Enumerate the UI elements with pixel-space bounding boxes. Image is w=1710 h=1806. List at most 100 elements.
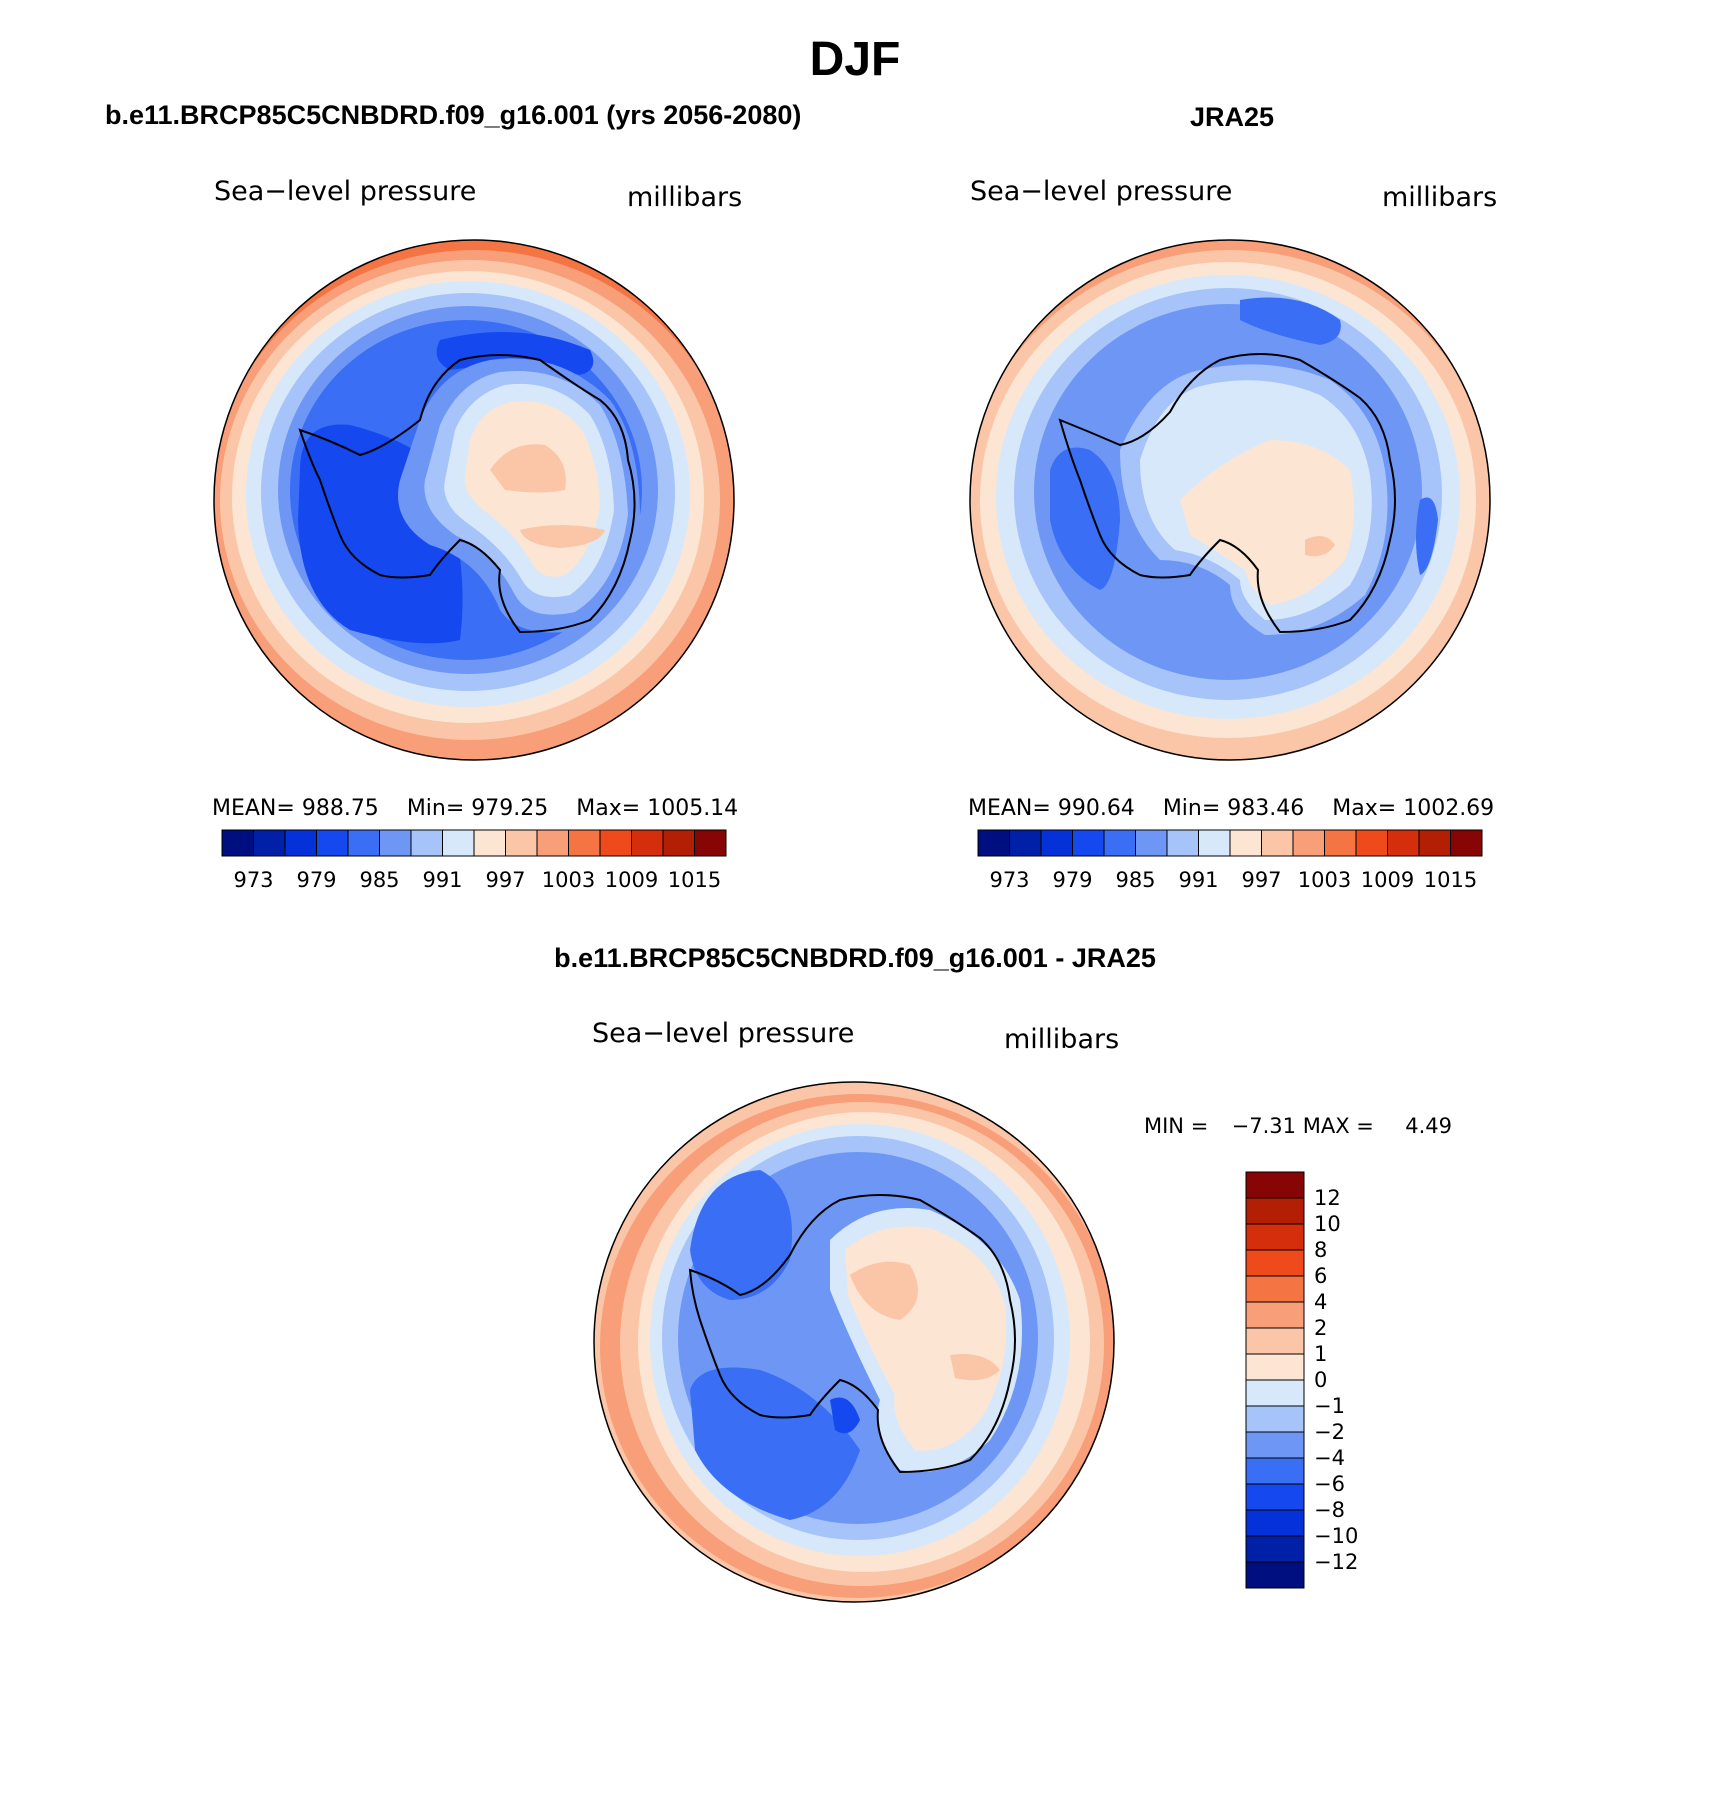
model-stats: MEAN= 988.75 Min= 979.25 Max= 1005.14 [212,796,738,821]
colorbar-cell [473,829,506,857]
colorbar-cell [1355,829,1388,857]
colorbar-cell [284,829,317,857]
model-mean-value: 988.75 [301,796,379,821]
colorbar-cell [505,829,538,857]
obs-min-value: 983.46 [1227,796,1305,821]
map-border-obs [969,239,1491,761]
diff-min-value: −7.31 [1231,1114,1297,1138]
colorbar-tick-label: 1003 [1298,868,1351,892]
obs-units-label: millibars [1382,182,1498,213]
obs-variable-label: Sea−level pressure [970,176,1233,207]
colorbar-tick-label: 997 [485,868,525,892]
colorbar-tick-label: 1003 [542,868,595,892]
model-min-value: 979.25 [471,796,549,821]
colorbar-tick-label: 973 [989,868,1029,892]
colorbar-tick-label: 1 [1314,1342,1327,1366]
diff-variable-label: Sea−level pressure [592,1018,855,1049]
diff-units-label: millibars [1004,1024,1120,1055]
colorbar-cell [1245,1171,1305,1199]
colorbar-cell [1040,829,1073,857]
colorbar-cell [1245,1379,1305,1407]
colorbar-tick-label: 6 [1314,1264,1327,1288]
colorbar-cell [1229,829,1262,857]
colorbar-cell [1135,829,1168,857]
colorbar-tick-label: 991 [422,868,462,892]
colorbar-cell [379,829,412,857]
colorbar-tick-label: 991 [1178,868,1218,892]
colorbar-cell [1387,829,1420,857]
colorbar-tick-label: 973 [233,868,273,892]
colorbar-tick-label: 1015 [1424,868,1477,892]
colorbar-cell [977,829,1010,857]
coastline-model [298,354,636,634]
model-max-label: Max= [576,796,641,821]
model-mean-label: MEAN= [212,796,295,821]
colorbar-cell [221,829,254,857]
colorbar-cell [1072,829,1105,857]
colorbar-cell [568,829,601,857]
colorbar-cell [1245,1483,1305,1511]
diff-heading: b.e11.BRCP85C5CNBDRD.f09_g16.001 - JRA25 [554,943,1156,973]
colorbar-tick-label: 0 [1314,1368,1327,1392]
coastline-obs [1058,353,1396,634]
colorbar-cell [1418,829,1451,857]
colorbar-tick-label: −1 [1314,1394,1345,1418]
colorbar-cell [1245,1197,1305,1225]
colorbar-cell [536,829,569,857]
colorbar-cell [1245,1509,1305,1537]
obs-mean-label: MEAN= [968,796,1051,821]
colorbar-tick-label: −6 [1314,1472,1345,1496]
colorbar-tick-label: 2 [1314,1316,1327,1340]
obs-min-label: Min= [1162,796,1221,821]
colorbar-tick-label: −10 [1314,1524,1358,1548]
diff-minmax: MIN = −7.31 MAX = 4.49 [1144,1114,1452,1138]
page-title: DJF [809,33,901,86]
colorbar-tick-label: 985 [1115,868,1155,892]
colorbar-cell [662,829,695,857]
colorbar-tick-label: 997 [1241,868,1281,892]
colorbar-cell [631,829,664,857]
colorbar-tick-label: 12 [1314,1186,1341,1210]
colorbar-cell [1245,1535,1305,1563]
map-border-model [213,239,735,761]
colorbar-obs: 973 979 985 991 997 1003 1009 1015 [977,829,1483,892]
map-border-diff [593,1081,1115,1603]
colorbar-cell [1245,1431,1305,1459]
colorbar-tick-label: −8 [1314,1498,1345,1522]
colorbar-cell [253,829,286,857]
colorbar-cell [347,829,380,857]
colorbar-cell [316,829,349,857]
colorbar-cell [1245,1249,1305,1277]
colorbar-cell [1009,829,1042,857]
obs-heading: JRA25 [1190,102,1275,132]
coastline-diff [688,1194,1016,1474]
colorbar-cell [1245,1327,1305,1355]
colorbar-cell [410,829,443,857]
colorbar-tick-label: 979 [296,868,336,892]
diff-max-value: 4.49 [1405,1114,1453,1138]
colorbar-cell [599,829,632,857]
colorbar-model: 973 979 985 991 997 1003 1009 1015 [221,829,727,892]
colorbar-tick-label: 979 [1052,868,1092,892]
diff-min-label: MIN = [1144,1114,1209,1138]
colorbar-tick-label: 1009 [605,868,658,892]
colorbar-cell [442,829,475,857]
obs-stats: MEAN= 990.64 Min= 983.46 Max= 1002.69 [968,796,1494,821]
model-max-value: 1005.14 [647,796,739,821]
obs-max-label: Max= [1332,796,1397,821]
obs-mean-value: 990.64 [1057,796,1135,821]
map-model [214,240,734,760]
diff-max-label: MAX = [1302,1114,1374,1138]
colorbar-tick-label: 1009 [1361,868,1414,892]
colorbar-cell [1245,1405,1305,1433]
colorbar-tick-label: 10 [1314,1212,1341,1236]
colorbar-cell [1245,1353,1305,1381]
map-obs [970,240,1490,760]
colorbar-tick-label: −12 [1314,1550,1358,1574]
model-heading: b.e11.BRCP85C5CNBDRD.f09_g16.001 (yrs 20… [105,100,802,130]
colorbar-cell [1245,1457,1305,1485]
colorbar-tick-label: −2 [1314,1420,1345,1444]
colorbar-cell [1324,829,1357,857]
